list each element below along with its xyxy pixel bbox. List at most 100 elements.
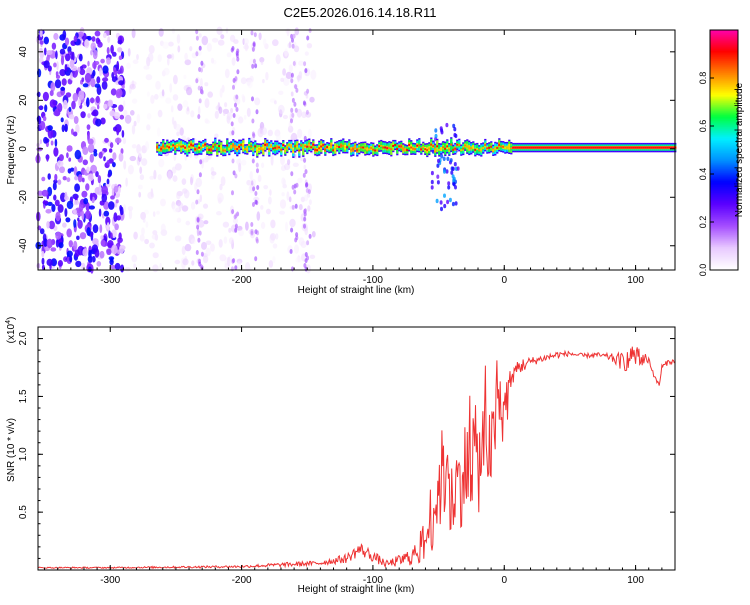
colorbar-band: [710, 230, 738, 233]
noise-streak: [303, 208, 307, 214]
band-core: [238, 145, 241, 148]
spectrogram-y-ticks: -40 -20 0 20 40: [18, 46, 675, 253]
band-core: [534, 146, 537, 149]
colorbar-band: [710, 172, 738, 175]
noise-blob: [131, 28, 136, 39]
noise-blob: [140, 211, 147, 220]
noise-blob: [166, 54, 173, 59]
band-core: [570, 146, 573, 149]
band-core: [306, 145, 309, 148]
noise-blob: [279, 210, 285, 215]
noise-blob: [163, 67, 170, 76]
noise-blob: [117, 47, 123, 53]
noise-blob: [83, 197, 89, 205]
noise-blob: [87, 35, 92, 41]
noise-blob: [171, 53, 175, 61]
noise-streak: [200, 60, 204, 66]
noise-blob: [277, 104, 285, 114]
band-core: [240, 143, 243, 146]
noise-streak: [291, 184, 295, 190]
noise-blob: [289, 218, 296, 228]
noise-blob: [77, 245, 84, 256]
noise-blob: [131, 254, 138, 263]
noise-blob: [87, 60, 90, 67]
turbulence-blob: [434, 133, 438, 139]
noise-blob: [129, 83, 136, 90]
colorbar-band: [710, 96, 738, 99]
noise-streak: [234, 227, 238, 233]
noise-blob: [85, 202, 90, 212]
colorbar-band: [710, 148, 738, 151]
noise-streak: [305, 182, 309, 187]
colorbar: 0.0 0.2 0.4 0.6 0.8 Normalized spectral ampl…: [698, 29, 745, 276]
noise-blob: [116, 127, 120, 136]
band-core: [538, 146, 541, 149]
noise-blob: [288, 41, 292, 49]
band-core: [638, 146, 641, 149]
snr-series-line: [37, 346, 676, 570]
noise-blob: [81, 262, 86, 271]
noise-blob: [168, 41, 174, 47]
noise-blob: [284, 48, 289, 57]
colorbar-band: [710, 170, 738, 173]
noise-blob: [146, 124, 151, 131]
noise-streak: [251, 46, 255, 52]
noise-blob: [172, 94, 179, 101]
colorbar-band: [710, 176, 738, 179]
colorbar-tick-label: 0.4: [698, 168, 708, 181]
noise-blob: [69, 59, 75, 69]
noise-blob: [110, 257, 114, 263]
noise-blob: [88, 205, 95, 210]
noise-blob: [150, 94, 155, 104]
band-core: [632, 146, 635, 149]
band-core: [350, 148, 353, 151]
noise-streak: [308, 233, 312, 239]
band-core: [230, 145, 233, 148]
colorbar-band: [710, 168, 738, 171]
noise-blob: [181, 178, 187, 186]
noise-blob: [62, 222, 67, 228]
noise-streak: [295, 87, 299, 93]
colorbar-band: [710, 202, 738, 205]
noise-blob: [311, 231, 316, 238]
noise-blob: [147, 191, 155, 199]
band-core: [392, 145, 395, 147]
band-core: [160, 147, 163, 150]
band-core: [648, 146, 651, 149]
band-core: [402, 148, 405, 151]
noise-streak: [291, 204, 295, 210]
band-core: [436, 145, 439, 148]
noise-blob: [76, 235, 80, 240]
band-core: [266, 143, 269, 146]
noise-blob: [228, 227, 232, 233]
band-core: [156, 146, 159, 149]
band-core: [182, 145, 185, 148]
noise-streak: [290, 72, 294, 78]
band-core: [504, 146, 507, 149]
turbulence-blob: [440, 206, 443, 212]
noise-streak: [306, 240, 310, 246]
noise-blob: [41, 257, 45, 265]
noise-blob: [149, 175, 155, 180]
noise-streak: [196, 189, 200, 195]
noise-streak: [255, 162, 259, 168]
noise-blob: [54, 173, 58, 181]
turbulence-blob: [453, 127, 457, 132]
colorbar-band: [710, 30, 738, 33]
band-core: [656, 146, 659, 149]
noise-blob: [179, 127, 184, 136]
noise-streak: [302, 172, 306, 178]
noise-blob: [278, 90, 284, 96]
noise-streak: [306, 35, 310, 41]
noise-blob: [127, 164, 134, 175]
noise-blob: [41, 250, 45, 258]
band-core: [634, 146, 637, 149]
noise-blob: [152, 264, 159, 273]
noise-blob: [157, 54, 162, 63]
noise-blob: [94, 30, 101, 37]
band-core: [164, 147, 167, 150]
noise-blob: [300, 241, 307, 248]
noise-blob: [290, 91, 294, 97]
snr-frame: [37, 326, 676, 571]
